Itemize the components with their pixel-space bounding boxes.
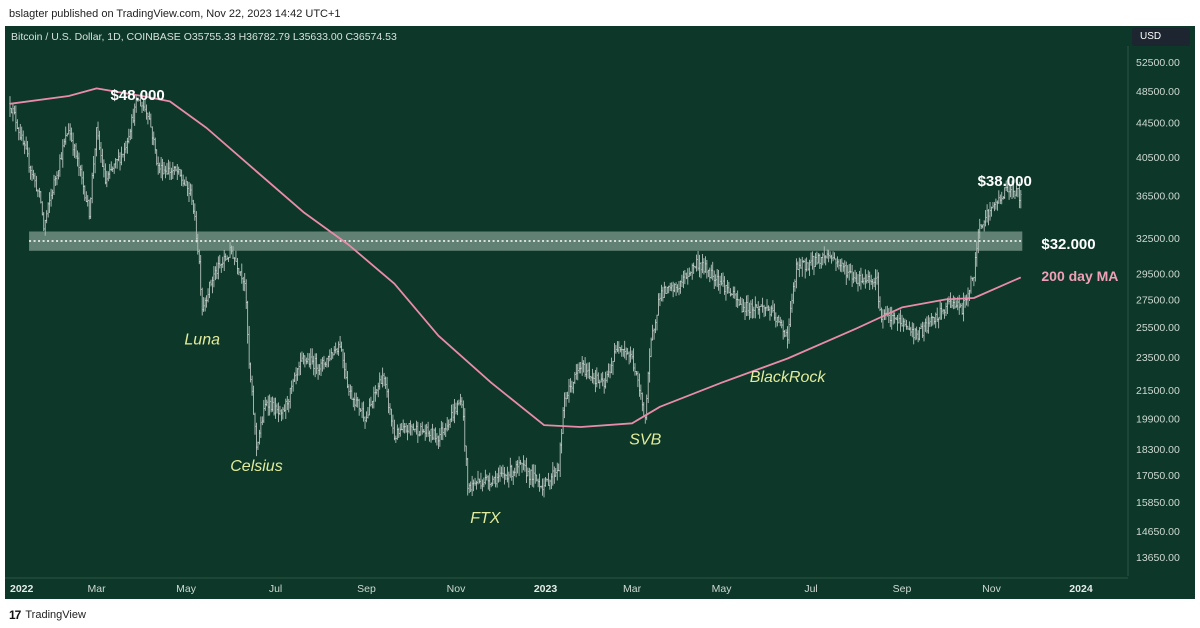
x-axis[interactable]: 2022 Mar May Jul Sep Nov 2023 Mar May Jul Sep Nov 20… xyxy=(5,577,1128,595)
x-tick-label: 2022 xyxy=(10,583,34,595)
symbol-info: Bitcoin / U.S. Dollar, 1D, COINBASE O357… xyxy=(11,31,397,43)
candles-layer xyxy=(9,93,1022,498)
annotation-label: $38.000 xyxy=(978,173,1032,190)
publisher-line: bslagter published on TradingView.com, N… xyxy=(9,8,341,20)
tradingview-logo[interactable]: 17 TradingView xyxy=(9,608,86,622)
y-axis[interactable]: 52500.00 48500.00 44500.00 40500.00 36500.00… xyxy=(1127,46,1180,576)
annotation-label: Celsius xyxy=(230,458,282,475)
y-tick-label: 18300.00 xyxy=(1136,444,1180,456)
y-tick-label: 21500.00 xyxy=(1136,385,1180,397)
y-tick-label: 27500.00 xyxy=(1136,294,1180,306)
x-tick-label: Jul xyxy=(804,583,817,595)
annotation-label: SVB xyxy=(629,432,661,449)
y-tick-label: 40500.00 xyxy=(1136,152,1180,164)
y-tick-label: 25500.00 xyxy=(1136,322,1180,334)
support-zone-layer xyxy=(29,231,1023,251)
y-tick-label: 14650.00 xyxy=(1136,526,1180,538)
y-tick-label: 48500.00 xyxy=(1136,86,1180,98)
x-tick-label: May xyxy=(712,583,733,595)
tradingview-logo-text: TradingView xyxy=(25,609,86,621)
publisher-bar: bslagter published on TradingView.com, N… xyxy=(0,0,1200,26)
currency-badge[interactable]: USD xyxy=(1132,28,1190,46)
y-tick-label: 32500.00 xyxy=(1136,233,1180,245)
y-tick-label: 13650.00 xyxy=(1136,552,1180,564)
x-tick-label: Sep xyxy=(893,583,912,595)
x-tick-label: Mar xyxy=(88,583,107,595)
x-tick-label: 2024 xyxy=(1069,583,1093,595)
y-tick-label: 19900.00 xyxy=(1136,413,1180,425)
sma-200-line xyxy=(9,87,1022,428)
annotation-layer: $48.000 $38.000 $32.000 200 day MA Luna Celsi… xyxy=(111,87,1119,527)
annotation-label: BlackRock xyxy=(750,369,827,386)
y-tick-label: 23500.00 xyxy=(1136,352,1180,364)
annotation-label: $48.000 xyxy=(111,87,165,104)
x-tick-label: Mar xyxy=(623,583,642,595)
y-tick-label: 29500.00 xyxy=(1136,269,1180,281)
y-tick-label: 52500.00 xyxy=(1136,57,1180,69)
x-tick-label: Sep xyxy=(357,583,376,595)
x-tick-label: 2023 xyxy=(534,583,558,595)
x-tick-label: Nov xyxy=(447,583,466,595)
footer xyxy=(0,599,1200,628)
x-tick-label: Nov xyxy=(982,583,1001,595)
x-tick-label: Jul xyxy=(269,583,282,595)
annotation-label: FTX xyxy=(470,510,502,527)
chart-panel[interactable] xyxy=(5,26,1195,599)
y-tick-label: 15850.00 xyxy=(1136,497,1180,509)
y-tick-label: 17050.00 xyxy=(1136,470,1180,482)
x-tick-label: May xyxy=(176,583,197,595)
annotation-label: 200 day MA xyxy=(1041,268,1118,284)
annotation-label: Luna xyxy=(184,331,220,348)
annotation-label: $32.000 xyxy=(1041,236,1095,253)
tradingview-logo-icon: 17 xyxy=(9,608,21,622)
y-tick-label: 36500.00 xyxy=(1136,190,1180,202)
sma-200-layer xyxy=(9,87,1022,428)
y-tick-label: 44500.00 xyxy=(1136,118,1180,130)
